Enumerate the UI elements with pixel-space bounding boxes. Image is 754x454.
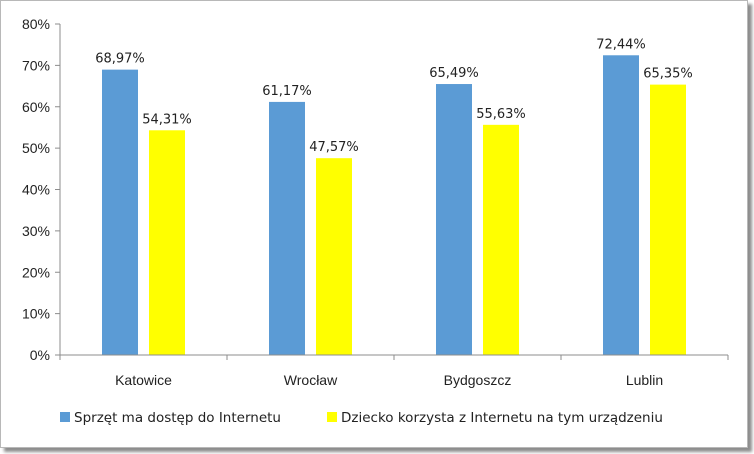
legend-label: Dziecko korzysta z Internetu na tym urzą… xyxy=(341,410,663,426)
y-tick-label: 60% xyxy=(22,99,50,115)
legend-label: Sprzęt ma dostęp do Internetu xyxy=(74,410,281,426)
data-label: 65,35% xyxy=(643,67,693,82)
bar-s1-2 xyxy=(436,84,472,355)
y-tick-label: 40% xyxy=(22,182,50,198)
y-tick-label: 10% xyxy=(22,306,50,322)
y-tick-label: 0% xyxy=(30,347,50,363)
data-label: 72,44% xyxy=(596,37,646,52)
bar-s2-1 xyxy=(316,158,352,355)
y-tick-label: 20% xyxy=(22,264,50,280)
legend: Sprzęt ma dostęp do Internetu Dziecko kor… xyxy=(60,410,663,426)
legend-swatch-s2 xyxy=(327,412,337,422)
bar-s1-1 xyxy=(269,101,305,356)
bar-s2-0 xyxy=(149,130,185,355)
data-label: 61,17% xyxy=(262,84,312,99)
data-label: 54,31% xyxy=(142,112,192,127)
bar-s1-3 xyxy=(603,55,639,355)
data-label: 55,63% xyxy=(476,107,526,122)
data-label: 65,49% xyxy=(429,66,479,81)
data-label: 68,97% xyxy=(95,52,145,67)
bar-s1-0 xyxy=(102,69,138,355)
y-tick-label: 30% xyxy=(22,223,50,239)
bar-s2-3 xyxy=(650,84,686,355)
y-axis: 0% 10% 20% 30% 40% 50% 60% 70% 80% xyxy=(22,16,61,363)
y-tick-label: 80% xyxy=(22,16,50,32)
y-tick-label: 70% xyxy=(22,57,50,73)
data-labels: 68,97% 54,31% 61,17% 47,57% 65,49% 55,63% 72,4… xyxy=(95,37,693,155)
x-category-label: Lublin xyxy=(626,372,663,388)
y-tick-label: 50% xyxy=(22,140,50,156)
x-category-label: Wrocław xyxy=(284,372,338,388)
x-category-label: Bydgoszcz xyxy=(444,372,512,388)
x-axis: Katowice Wrocław Bydgoszcz Lublin xyxy=(59,354,729,388)
bars xyxy=(102,55,686,356)
legend-swatch-s1 xyxy=(60,412,70,422)
data-label: 47,57% xyxy=(309,140,359,155)
bar-s2-2 xyxy=(483,124,519,355)
x-category-label: Katowice xyxy=(115,372,172,388)
